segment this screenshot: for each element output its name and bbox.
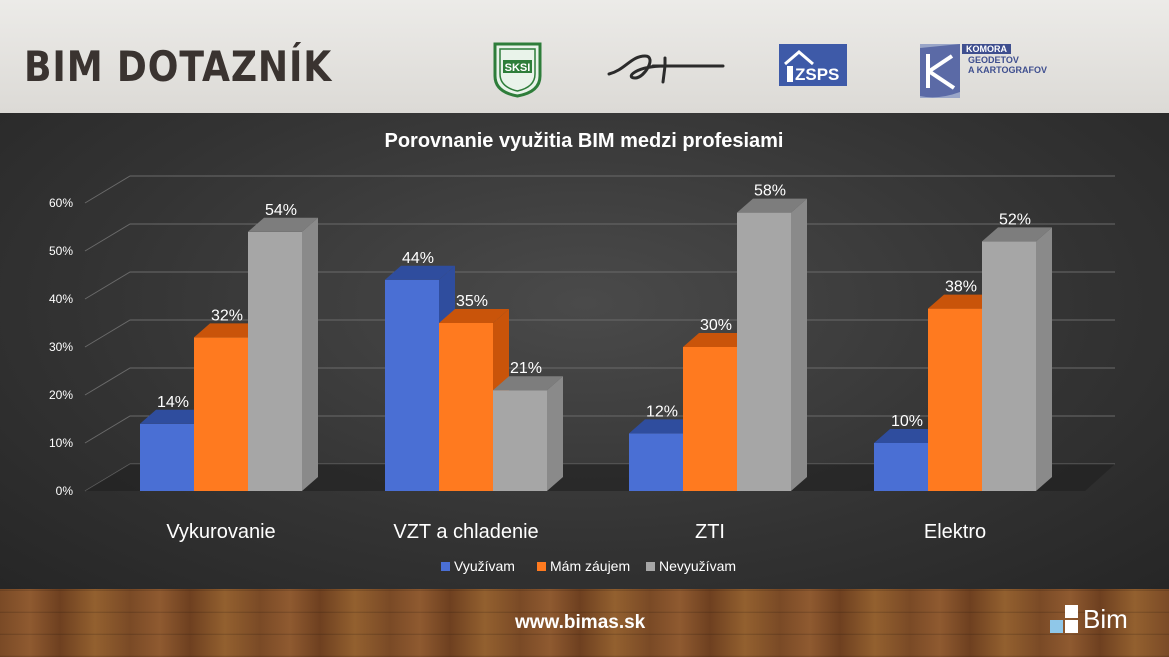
data-label: 32%: [211, 307, 243, 324]
bar-top: [385, 265, 455, 280]
bar-front: [385, 279, 439, 491]
bar-top: [874, 429, 944, 443]
bar-top: [194, 323, 264, 338]
legend: Využívam Mám záujem Nevyužívam: [441, 558, 736, 574]
zsps-logo: ZSPS: [779, 44, 847, 86]
komora-logo-line2: GEODETOV: [968, 55, 1019, 65]
data-label: 21%: [510, 360, 542, 377]
page-title: BIM DOTAZNÍK: [24, 42, 333, 91]
legend-label: Nevyužívam: [659, 558, 736, 574]
chart-floor: [85, 464, 1115, 491]
labels-layer: 14% 32% 54% Vykurovanie 44% 35% 21% VZT a chlad…: [157, 183, 1031, 543]
legend-label: Využívam: [454, 558, 515, 574]
bar-front: [982, 241, 1036, 491]
data-label: 54%: [265, 202, 297, 219]
y-tick-label: 30%: [49, 340, 73, 354]
x-category-label: VZT a chladenie: [393, 521, 538, 543]
bar: [982, 227, 1052, 491]
x-category-label: ZTI: [695, 521, 725, 543]
y-tick-label: 0%: [56, 484, 74, 498]
data-label: 14%: [157, 394, 189, 411]
bar-top: [928, 294, 998, 309]
wood-floor-decoration: [0, 589, 1169, 657]
header-bar: BIM DOTAZNÍK SKSI ZSPS KOMORA GEODETOV A…: [0, 0, 1169, 113]
bar-front: [194, 337, 248, 491]
komora-logo-line1: KOMORA: [962, 44, 1011, 54]
komora-logo-line3: A KARTOGRAFOV: [968, 65, 1048, 75]
bar-chart: Porovnanie využitia BIM medzi profesiami…: [49, 130, 1115, 574]
bim-logo: Bim: [1050, 604, 1145, 636]
data-label: 12%: [646, 403, 678, 420]
y-tick-label: 50%: [49, 244, 73, 258]
bar-top: [439, 309, 509, 323]
data-label: 58%: [754, 183, 786, 200]
bar-front: [683, 347, 737, 491]
data-label: 52%: [999, 211, 1031, 228]
y-tick-label: 20%: [49, 388, 73, 402]
x-category-label: Vykurovanie: [166, 521, 275, 543]
sksi-logo: SKSI: [493, 42, 542, 98]
bim-logo-text: Bim: [1083, 604, 1128, 634]
data-label: 10%: [891, 413, 923, 430]
bar-side: [1036, 227, 1052, 491]
komora-logo: KOMORA GEODETOV A KARTOGRAFOV: [918, 42, 1048, 100]
website-link[interactable]: www.bimas.sk: [515, 612, 646, 633]
bar: [493, 376, 563, 491]
bar: [629, 419, 699, 491]
bar: [737, 198, 807, 491]
gridline: [84, 223, 1115, 252]
data-label: 44%: [402, 250, 434, 267]
y-tick-label: 40%: [49, 292, 73, 306]
bar-side: [791, 198, 807, 491]
gridline: [84, 175, 1115, 204]
y-tick-label: 10%: [49, 436, 73, 450]
bar-top: [737, 198, 807, 213]
bar-front: [629, 433, 683, 491]
legend-swatch: [646, 562, 655, 571]
bar-front: [140, 423, 194, 491]
signature-logo: [607, 54, 725, 84]
bar-top: [248, 217, 318, 232]
bars-layer: [140, 198, 1052, 492]
bar-top: [982, 227, 1052, 242]
legend-swatch: [441, 562, 450, 571]
bar-top: [493, 376, 563, 391]
data-label: 30%: [700, 317, 732, 334]
legend-swatch: [537, 562, 546, 571]
bar-front: [439, 323, 493, 491]
bar-side: [547, 376, 563, 491]
bar-side: [302, 217, 318, 492]
data-label: 35%: [456, 293, 488, 310]
bar-front: [928, 308, 982, 491]
bar-front: [248, 231, 302, 492]
bar-front: [737, 212, 791, 491]
x-category-label: Elektro: [924, 521, 986, 543]
bar-top: [140, 409, 210, 424]
chart-title: Porovnanie využitia BIM medzi profesiami: [385, 130, 784, 152]
bar-front: [493, 390, 547, 491]
bar-top: [683, 333, 753, 347]
legend-label: Mám záujem: [550, 558, 630, 574]
zsps-logo-text: ZSPS: [795, 65, 840, 84]
y-tick-label: 60%: [49, 196, 73, 210]
sksi-logo-text: SKSI: [505, 62, 531, 74]
data-label: 38%: [945, 279, 977, 296]
bar-top: [629, 419, 699, 434]
bar: [248, 217, 318, 492]
bar-front: [874, 443, 928, 491]
